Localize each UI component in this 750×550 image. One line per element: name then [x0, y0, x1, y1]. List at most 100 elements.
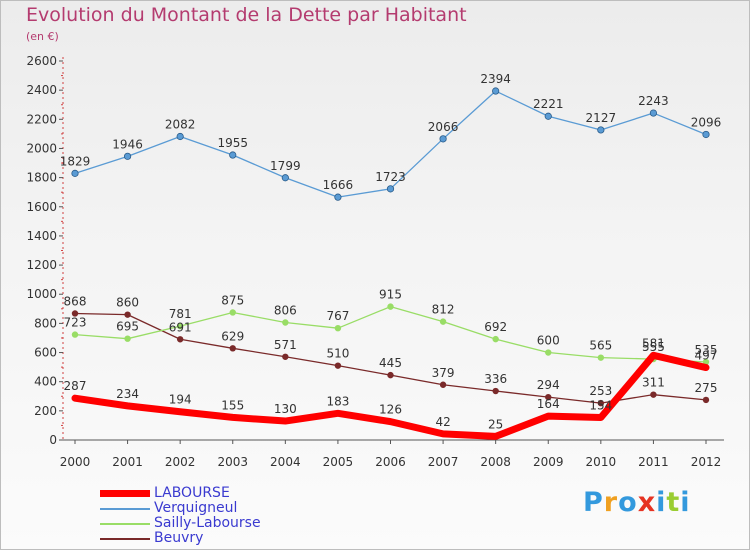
data-point-beuvry: [439, 381, 447, 388]
legend-swatch-sailly-labourse: [100, 522, 150, 525]
data-label-labourse: 42: [435, 415, 450, 429]
data-point-sailly-labourse: [439, 318, 447, 325]
data-label-beuvry: 275: [695, 381, 718, 395]
data-point-verquigneul: [123, 152, 132, 160]
data-point-sailly-labourse: [71, 331, 79, 338]
data-point-verquigneul: [334, 193, 342, 201]
legend-swatch-beuvry: [100, 537, 150, 540]
x-tick-label: 2010: [586, 455, 617, 469]
y-tick-label: 2000: [26, 141, 57, 155]
data-label-sailly-labourse: 723: [64, 316, 87, 330]
data-point-verquigneul: [71, 169, 79, 177]
axes: 0 200 400 600 800 1000 1200 1400 1600 1800 2000 220…: [26, 54, 724, 469]
proxiti-logo: Proxiti: [583, 487, 691, 518]
data-point-sailly-labourse: [597, 354, 605, 361]
y-tick-label: 0: [49, 433, 57, 447]
legend-swatch-verquigneul: [100, 507, 150, 510]
data-label-beuvry: 691: [169, 320, 192, 334]
data-label-verquigneul: 1829: [60, 154, 91, 168]
x-tick-label: 2007: [428, 455, 459, 469]
legend-label-sailly-labourse: Sailly-Labourse: [154, 515, 261, 531]
data-point-beuvry: [650, 391, 657, 398]
data-point-beuvry: [124, 311, 131, 318]
data-point-beuvry: [334, 362, 342, 369]
data-label-verquigneul: 2243: [638, 94, 669, 108]
data-point-beuvry: [229, 345, 236, 352]
data-labels: 868 860 691 629 571 510 445 379 336 294 253 311 275 7…: [60, 72, 722, 431]
data-point-beuvry: [71, 310, 79, 317]
data-label-labourse: 497: [695, 349, 718, 363]
data-label-verquigneul: 2127: [586, 111, 617, 125]
data-label-verquigneul: 2096: [691, 115, 722, 129]
data-label-sailly-labourse: 806: [274, 304, 297, 318]
data-label-labourse: 164: [537, 397, 560, 411]
y-tick-label: 1000: [26, 287, 57, 301]
data-label-beuvry: 860: [116, 296, 139, 310]
legend-label-beuvry: Beuvry: [154, 530, 204, 546]
data-label-sailly-labourse: 767: [326, 309, 349, 323]
legend-item-verquigneul: Verquigneul: [100, 501, 261, 516]
legend-label-labourse: LABOURSE: [154, 485, 230, 501]
legend-label-verquigneul: Verquigneul: [154, 500, 238, 516]
data-label-beuvry: 868: [64, 294, 87, 308]
x-tick-label: 2002: [165, 455, 196, 469]
data-point-beuvry: [492, 387, 499, 395]
data-label-sailly-labourse: 781: [169, 307, 192, 321]
data-point-verquigneul: [649, 109, 658, 117]
data-point-verquigneul: [386, 185, 395, 193]
x-tick-label: 2009: [533, 455, 564, 469]
data-label-labourse: 234: [116, 387, 139, 401]
x-tick-label: 2012: [691, 455, 722, 469]
x-tick-label: 2005: [323, 455, 354, 469]
x-tick-label: 2000: [60, 455, 91, 469]
data-label-beuvry: 311: [642, 376, 665, 390]
data-label-verquigneul: 1799: [270, 159, 301, 173]
data-point-sailly-labourse: [282, 319, 289, 326]
data-point-verquigneul: [597, 126, 605, 134]
data-point-sailly-labourse: [387, 303, 394, 310]
data-point-beuvry: [282, 353, 289, 360]
y-tick-label: 400: [34, 375, 57, 389]
data-label-beuvry: 571: [274, 338, 297, 352]
data-point-sailly-labourse: [334, 324, 342, 332]
data-point-beuvry: [597, 399, 605, 407]
data-label-verquigneul: 2082: [165, 118, 196, 132]
series-layer: [71, 87, 710, 440]
data-label-verquigneul: 1723: [375, 170, 406, 184]
data-point-verquigneul: [281, 174, 289, 182]
y-tick-label: 1800: [26, 171, 57, 185]
logo-letter: i: [680, 487, 691, 518]
legend-item-labourse: LABOURSE: [100, 486, 261, 501]
data-label-beuvry: 253: [589, 384, 612, 398]
y-tick-label: 2600: [26, 54, 57, 68]
logo-letter: t: [666, 487, 681, 518]
data-label-labourse: 581: [642, 336, 665, 350]
x-tick-label: 2001: [112, 455, 143, 469]
logo-letter: r: [603, 487, 619, 518]
data-label-verquigneul: 1955: [217, 136, 248, 150]
y-tick-label: 1200: [26, 258, 57, 272]
legend-item-sailly-labourse: Sailly-Labourse: [100, 516, 261, 531]
data-point-beuvry: [176, 336, 184, 343]
data-label-beuvry: 629: [221, 329, 244, 343]
data-point-verquigneul: [176, 132, 184, 141]
data-label-sailly-labourse: 695: [116, 320, 139, 334]
data-label-labourse: 154: [589, 399, 612, 413]
data-label-beuvry: 445: [379, 356, 402, 370]
y-tick-label: 2400: [26, 83, 57, 97]
data-label-labourse: 25: [488, 417, 503, 431]
data-label-beuvry: 510: [326, 347, 349, 361]
x-tick-label: 2011: [638, 455, 669, 469]
data-label-sailly-labourse: 915: [379, 288, 402, 302]
data-label-beuvry: 379: [432, 366, 455, 380]
logo-letter: x: [637, 487, 657, 518]
data-point-verquigneul: [229, 151, 237, 159]
data-point-sailly-labourse: [176, 322, 184, 330]
data-point-verquigneul: [492, 87, 500, 95]
chart-subtitle: (en €): [26, 30, 59, 43]
legend: LABOURSE Verquigneul Sailly-Labourse Beuvry: [100, 486, 261, 546]
y-tick-label: 200: [34, 404, 57, 418]
data-label-labourse: 130: [274, 402, 297, 416]
x-tick-label: 2008: [480, 455, 511, 469]
